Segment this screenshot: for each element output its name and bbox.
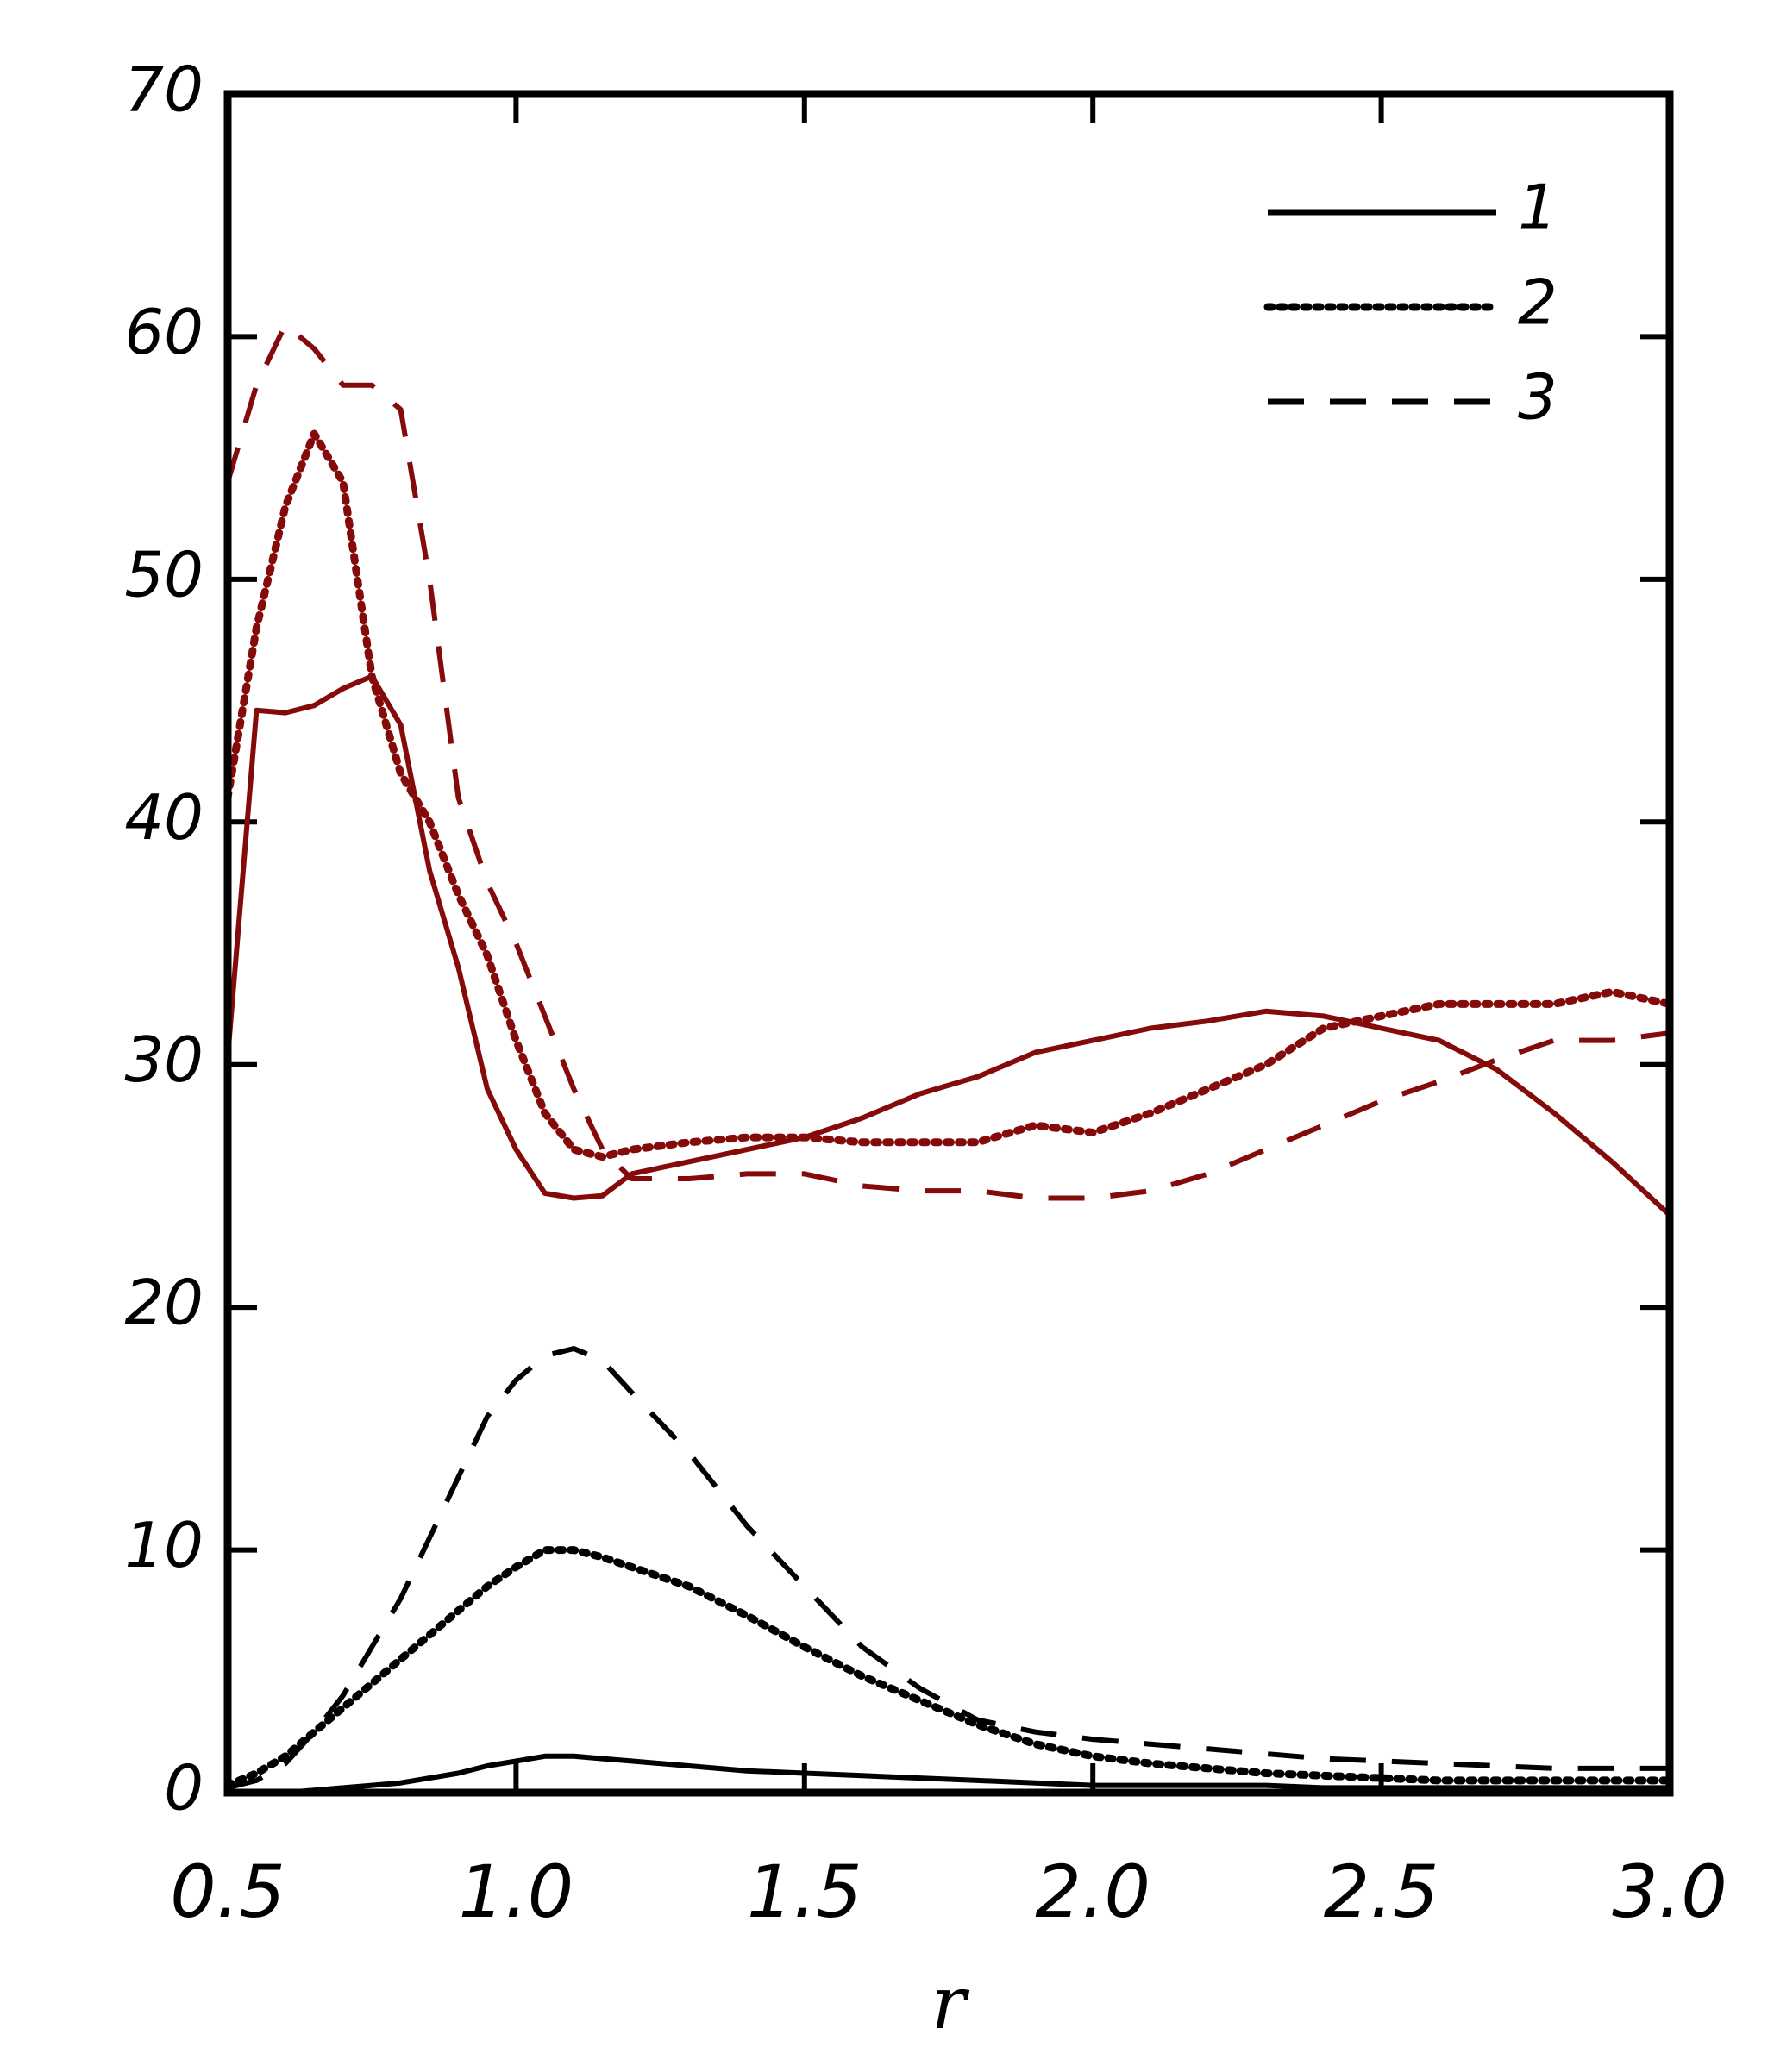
- series-line: [223, 429, 1674, 1161]
- y-tick-label: 70: [124, 53, 204, 126]
- x-tick-label: 1.5: [747, 1850, 862, 1934]
- y-tick-label: 30: [124, 1023, 204, 1096]
- y-tick-label: 0: [164, 1752, 204, 1825]
- y-tick-label: 40: [124, 781, 204, 854]
- series-line: [228, 1753, 1670, 1795]
- series-line: [225, 322, 1671, 1201]
- legend-label: 2: [1518, 266, 1558, 339]
- x-tick-label: 3.0: [1612, 1850, 1727, 1934]
- y-tick-label: 10: [124, 1509, 204, 1581]
- y-tick-label: 20: [124, 1267, 204, 1339]
- x-tick-label: 0.5: [170, 1850, 285, 1934]
- series-line: [225, 673, 1672, 1218]
- x-tick-label: 1.0: [459, 1850, 574, 1934]
- legend-label: 1: [1518, 172, 1558, 244]
- x-axis-label: r: [931, 1961, 970, 2045]
- y-tick-label: 60: [124, 296, 204, 368]
- x-tick-label: 2.0: [1035, 1850, 1150, 1934]
- series-line: [227, 1346, 1670, 1791]
- x-tick-label: 2.5: [1324, 1850, 1439, 1934]
- y-tick-label: 50: [124, 538, 204, 610]
- plot-frame: [223, 90, 1674, 1797]
- legend-label: 3: [1518, 361, 1558, 434]
- series-line: [223, 1546, 1674, 1790]
